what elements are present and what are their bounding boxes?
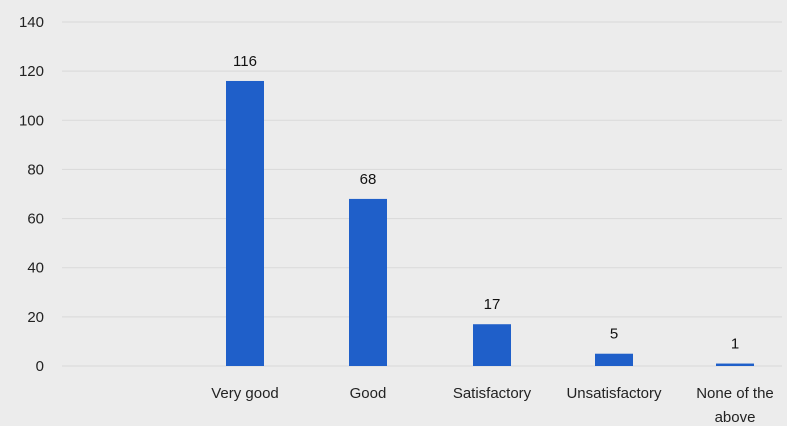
data-label: 1	[731, 336, 739, 353]
bar	[349, 198, 387, 366]
y-tick-label: 100	[19, 112, 44, 129]
bar	[595, 353, 633, 366]
x-category-label: above	[715, 409, 756, 426]
data-label: 68	[360, 171, 377, 188]
y-tick-label: 0	[36, 358, 44, 375]
x-category-label: Good	[350, 385, 387, 402]
x-category-label: Unsatisfactory	[566, 385, 662, 402]
y-tick-label: 120	[19, 63, 44, 80]
data-label: 116	[233, 53, 257, 70]
bar	[226, 80, 264, 366]
bar	[716, 363, 754, 366]
y-tick-label: 40	[27, 260, 44, 277]
y-tick-label: 60	[27, 211, 44, 228]
y-tick-label: 20	[27, 309, 44, 326]
bar	[473, 324, 511, 366]
x-category-label: None of the	[696, 385, 774, 402]
y-tick-label: 80	[27, 161, 44, 178]
x-category-label: Satisfactory	[453, 385, 532, 402]
y-tick-label: 140	[19, 14, 44, 31]
x-category-label: Very good	[211, 385, 279, 402]
data-label: 17	[484, 296, 501, 313]
data-label: 5	[610, 326, 618, 343]
